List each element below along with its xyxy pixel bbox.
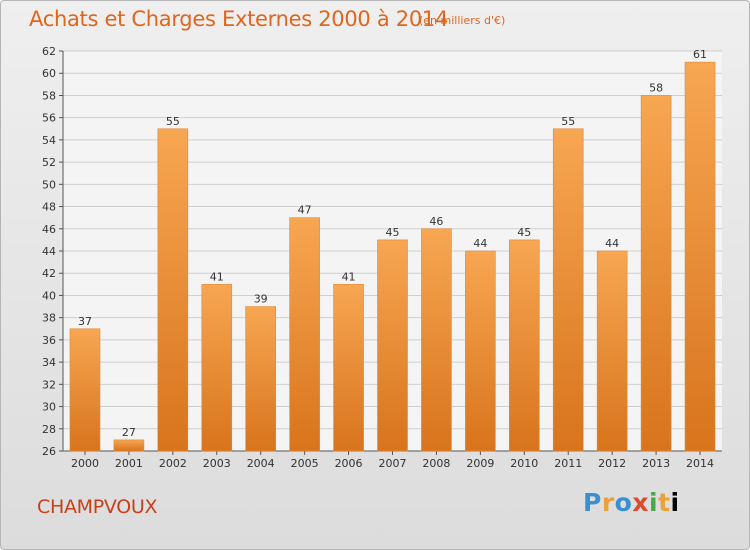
x-tick-label: 2010 — [510, 457, 538, 470]
data-label-2004: 39 — [254, 293, 268, 306]
data-label-2008: 46 — [429, 215, 443, 228]
y-tick-label: 56 — [42, 112, 56, 125]
x-tick-label: 2013 — [642, 457, 670, 470]
bar-2013 — [640, 95, 672, 452]
y-tick-label: 26 — [42, 445, 56, 458]
y-tick-label: 62 — [42, 45, 56, 58]
data-label-2013: 58 — [649, 81, 663, 94]
data-label-2012: 44 — [605, 237, 619, 250]
x-tick-label: 2000 — [71, 457, 99, 470]
bar-2007 — [377, 239, 408, 452]
data-label-2010: 45 — [517, 226, 531, 239]
data-label-2009: 44 — [473, 237, 487, 250]
x-tick-label: 2012 — [598, 457, 626, 470]
y-tick-label: 46 — [42, 223, 56, 236]
x-tick-label: 2004 — [247, 457, 275, 470]
x-tick-label: 2003 — [203, 457, 231, 470]
bar-2003 — [201, 284, 233, 452]
data-label-2006: 41 — [342, 270, 356, 283]
data-label-2005: 47 — [298, 204, 312, 217]
y-tick-label: 34 — [42, 356, 56, 369]
data-label-2002: 55 — [166, 115, 180, 128]
x-tick-label: 2014 — [686, 457, 714, 470]
x-tick-label: 2005 — [291, 457, 319, 470]
bar-2011 — [552, 128, 584, 452]
y-tick-label: 42 — [42, 267, 56, 280]
y-tick-label: 54 — [42, 134, 56, 147]
bar-2012 — [596, 250, 628, 452]
town-name: CHAMPVOUX — [37, 496, 158, 518]
data-label-2003: 41 — [210, 270, 224, 283]
y-tick-label: 50 — [42, 178, 56, 191]
y-tick-label: 38 — [42, 312, 56, 325]
x-tick-label: 2009 — [466, 457, 494, 470]
bars — [69, 61, 716, 452]
bar-2008 — [421, 228, 452, 452]
bar-2009 — [465, 250, 496, 452]
x-tick-label: 2007 — [379, 457, 407, 470]
x-tick-label: 2001 — [115, 457, 143, 470]
bar-2014 — [684, 61, 716, 452]
data-labels: 37 27 55 41 39 47 41 45 46 44 45 55 44 58 61 — [78, 48, 707, 439]
x-tick-label: 2011 — [554, 457, 582, 470]
data-label-2014: 61 — [693, 48, 707, 61]
bar-2004 — [245, 306, 276, 452]
y-tick-label: 28 — [42, 423, 56, 436]
data-label-2000: 37 — [78, 315, 92, 328]
y-tick-label: 40 — [42, 289, 56, 302]
data-label-2011: 55 — [561, 115, 575, 128]
y-tick-label: 32 — [42, 378, 56, 391]
y-tick-label: 30 — [42, 401, 56, 414]
bar-2002 — [157, 128, 189, 452]
y-tick-label: 36 — [42, 334, 56, 347]
bar-2006 — [333, 284, 364, 452]
data-label-2007: 45 — [386, 226, 400, 239]
bar-2005 — [289, 217, 320, 452]
data-label-2001: 27 — [122, 426, 136, 439]
bar-2010 — [508, 239, 540, 452]
y-tick-label: 48 — [42, 201, 56, 214]
y-tick-label: 58 — [42, 89, 56, 102]
x-tick-label: 2002 — [159, 457, 187, 470]
axes: 26 28 30 32 34 36 38 40 42 44 46 48 50 52 54 56 58 60 62 20… — [42, 45, 722, 470]
chart-subtitle: (en milliers d'€) — [419, 14, 506, 27]
x-tick-label: 2008 — [422, 457, 450, 470]
chart-title: Achats et Charges Externes 2000 à 2014 — [29, 7, 449, 31]
bar-2001 — [113, 439, 145, 452]
y-tick-label: 52 — [42, 156, 56, 169]
y-tick-label: 60 — [42, 67, 56, 80]
bar-2000 — [69, 328, 101, 452]
x-tick-label: 2006 — [335, 457, 363, 470]
y-tick-label: 44 — [42, 245, 56, 258]
